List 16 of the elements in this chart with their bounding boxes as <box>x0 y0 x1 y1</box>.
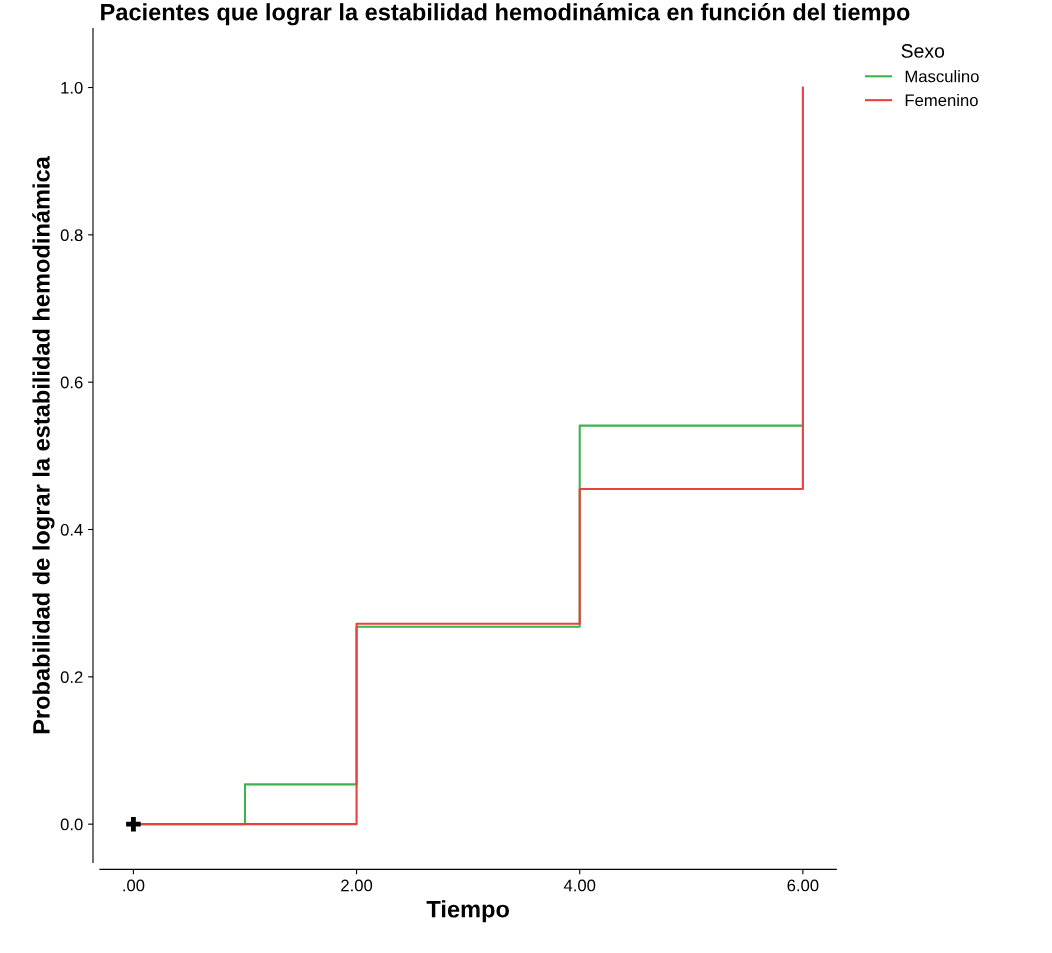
y-tick-label: 1.0 <box>61 81 83 94</box>
y-tick-label: 0.4 <box>60 523 83 536</box>
y-tick-label: 0.2 <box>60 671 83 684</box>
legend-title: Sexo <box>901 44 945 58</box>
y-tick-label: 0.0 <box>60 818 83 831</box>
legend-label: Femenino <box>905 93 978 107</box>
x-axis-title: Tiempo <box>426 900 509 923</box>
chart-title: Pacientes que lograr la estabilidad hemodinámica en función del tiempo <box>101 2 910 26</box>
y-tick-label: 0.6 <box>60 376 83 389</box>
legend-label: Masculino <box>905 70 979 83</box>
y-tick-label: 0.8 <box>60 229 83 242</box>
x-tick-label: .00 <box>123 879 145 892</box>
x-tick-label: 2.00 <box>341 879 373 892</box>
x-tick-label: 6.00 <box>787 879 819 892</box>
x-tick-label: 4.00 <box>563 879 596 892</box>
y-axis-title: Probabilidad de lograr la estabilidad hemodinámica <box>32 156 55 734</box>
